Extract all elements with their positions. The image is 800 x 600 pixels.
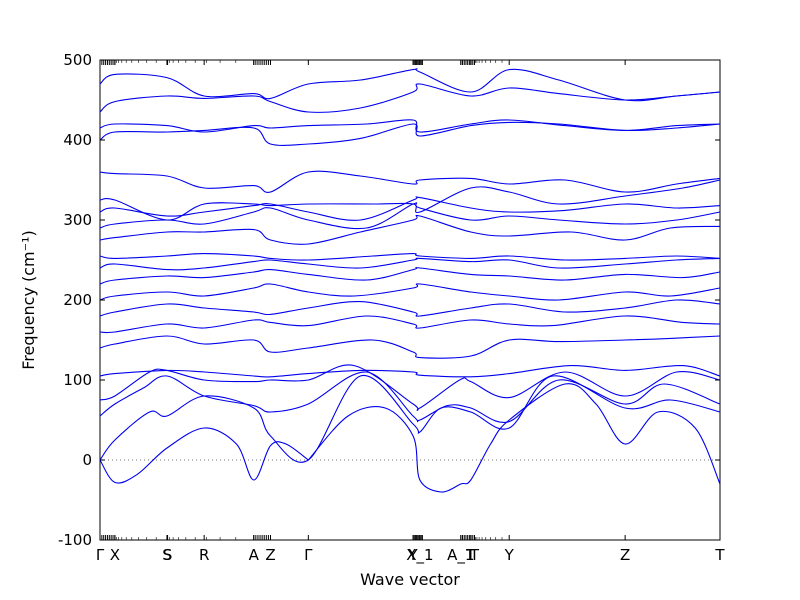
x-tick-label: Γ	[96, 546, 105, 564]
band-line-8	[99, 315, 721, 334]
band-line-19	[99, 121, 721, 146]
band-line-17	[99, 179, 721, 221]
band-line-20	[99, 119, 721, 133]
band-line-9	[99, 299, 721, 317]
x-tick-label: T	[465, 546, 476, 564]
y-tick-label: 400	[63, 131, 92, 149]
x-axis-ticks: Γ X SS R A Z Γ YX_1 A_1TT Y Z T	[96, 60, 725, 565]
y-tick-label: 200	[63, 291, 92, 309]
plot-frame	[99, 59, 721, 541]
y-axis-ticks: -100 0 100 200 300 400 500	[58, 51, 720, 549]
x-tick-label: Y	[408, 546, 419, 564]
band-line-3	[99, 375, 721, 463]
y-tick-label: 300	[63, 211, 92, 229]
band-lines	[99, 68, 721, 493]
x-tick-label: A_1	[447, 546, 474, 565]
band-line-2	[307, 383, 721, 493]
band-line-7	[99, 335, 721, 359]
x-tick-label: Z	[620, 546, 630, 564]
y-tick-label: 500	[63, 51, 92, 69]
band-line-14	[99, 214, 721, 245]
x-tick-label: R	[199, 546, 209, 564]
y-tick-label: 0	[82, 451, 92, 469]
band-line-13	[99, 253, 721, 261]
y-axis-label: Frequency (cm⁻¹)	[19, 230, 38, 369]
band-line-1	[99, 427, 309, 484]
x-tick-label: T	[714, 546, 725, 564]
x-tick-label: X	[110, 546, 120, 564]
band-line-18	[99, 170, 721, 193]
band-line-21	[99, 83, 721, 113]
band-line-12	[99, 257, 721, 271]
band-line-10	[99, 283, 721, 301]
x-tick-label: A	[249, 546, 260, 564]
band-line-11	[99, 267, 721, 285]
y-tick-label: 100	[63, 371, 92, 389]
x-tick-label: X_1	[406, 546, 433, 565]
x-tick-label: Z	[265, 546, 275, 564]
band-line-16	[99, 196, 721, 221]
x-tick-label: Y	[504, 546, 515, 564]
x-tick-label: S	[162, 546, 172, 564]
x-tick-label: T	[469, 546, 480, 564]
y-tick-label: -100	[58, 531, 92, 549]
plot-area	[99, 59, 721, 541]
band-line-6	[99, 364, 721, 378]
x-axis-label: Wave vector	[360, 570, 460, 589]
x-tick-label: Γ	[304, 546, 313, 564]
band-line-4	[99, 371, 721, 424]
band-line-22	[99, 68, 721, 102]
band-line-15	[99, 202, 721, 230]
x-tick-label: S	[163, 546, 173, 564]
